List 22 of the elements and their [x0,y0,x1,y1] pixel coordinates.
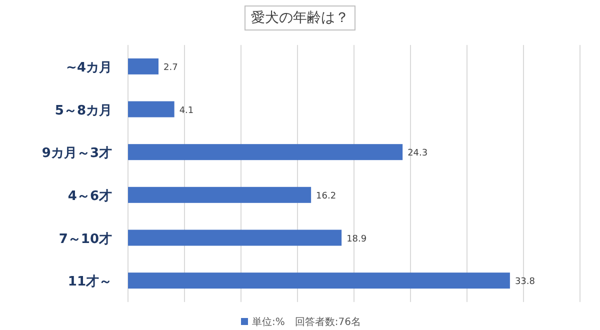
bar [128,101,174,118]
bar [128,230,342,246]
y-tick-label: 4～6才 [68,188,112,204]
chart-title: 愛犬の年齢は？ [251,10,349,26]
data-label: 18.9 [346,234,367,244]
bar [128,58,159,74]
title: 愛犬の年齢は？ [244,6,356,30]
bar [128,272,510,289]
y-tick-label: 11才～ [68,274,112,290]
y-tick-label: 5～8カ月 [54,103,112,118]
legend-label: 単位:% 回答者数:76名 [252,316,361,328]
bar [128,186,312,203]
data-label: 4.1 [179,106,194,116]
legend: 単位:% 回答者数:76名 [241,317,361,328]
data-label: 24.3 [408,148,428,159]
data-label: 16.2 [316,191,336,202]
y-tick-label: 7～10才 [58,232,112,247]
data-label: 2.7 [164,62,178,73]
bar [128,144,403,160]
data-label: 33.8 [514,277,536,288]
y-tick-label: ~4カ月 [66,60,112,76]
y-tick-label: 9カ月～3才 [42,146,112,162]
